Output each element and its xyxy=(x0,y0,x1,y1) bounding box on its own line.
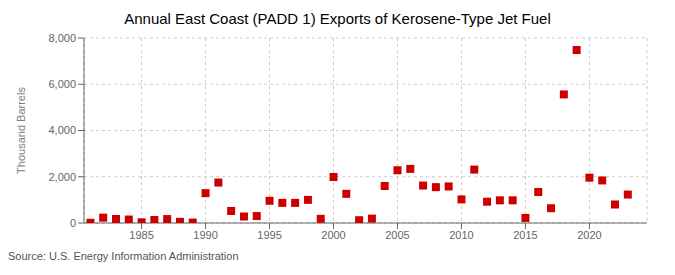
svg-text:1990: 1990 xyxy=(193,229,217,241)
svg-text:4,000: 4,000 xyxy=(48,124,76,136)
svg-text:2005: 2005 xyxy=(385,229,409,241)
svg-text:2015: 2015 xyxy=(513,229,537,241)
html-text:Source: U.S. Energy Informatio: Source: U.S. Energy Information Administ… xyxy=(8,250,239,262)
svg-text:8,000: 8,000 xyxy=(48,32,76,44)
html-text:Annual East Coast (PADD 1) Exp: Annual East Coast (PADD 1) Exports of Ke… xyxy=(124,10,551,27)
svg-text:2,000: 2,000 xyxy=(48,171,76,183)
svg-text:Thousand Barrels: Thousand Barrels xyxy=(15,87,27,174)
svg-text:0: 0 xyxy=(70,217,76,229)
svg-text:2000: 2000 xyxy=(321,229,345,241)
svg-text:2020: 2020 xyxy=(577,229,601,241)
svg-text:1985: 1985 xyxy=(129,229,153,241)
svg-text:2010: 2010 xyxy=(449,229,473,241)
svg-text:6,000: 6,000 xyxy=(48,78,76,90)
svg-text:1995: 1995 xyxy=(257,229,281,241)
